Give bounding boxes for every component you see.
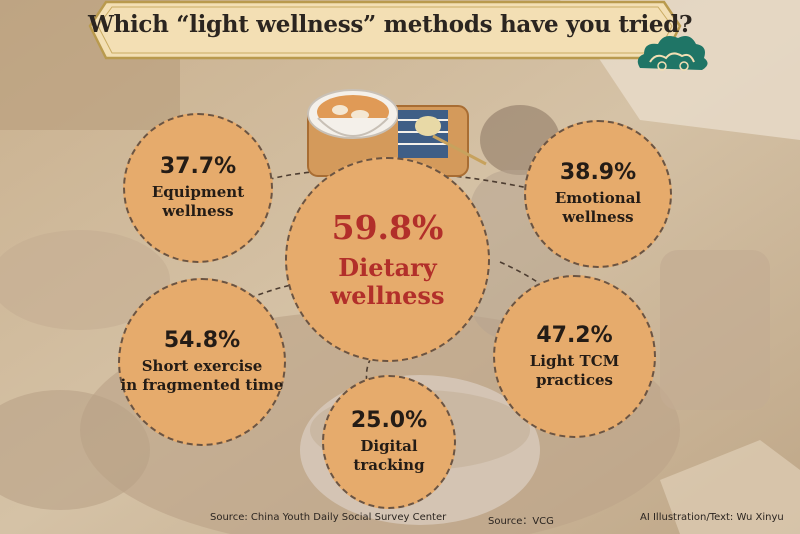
soup-bowl-icon — [307, 89, 487, 177]
dietary-percentage: 59.8% — [331, 207, 444, 247]
title-banner: Which “light wellness” methods have you … — [88, 0, 693, 62]
equipment-percentage: 37.7% — [159, 154, 237, 180]
short-exercise-label: Short exercise in fragmented time — [120, 357, 284, 395]
bubble-emotional: 38.9% Emotional wellness — [524, 120, 672, 268]
bubble-dietary: 59.8% Dietary wellness — [285, 157, 490, 362]
footer-image-source: Source：VCG — [488, 516, 554, 527]
tcm-label: Light TCM practices — [529, 351, 620, 389]
bubble-short-exercise: 54.8% Short exercise in fragmented time — [118, 278, 286, 446]
emotional-percentage: 38.9% — [559, 160, 637, 186]
bubble-tcm: 47.2% Light TCM practices — [493, 275, 656, 438]
page-title: Which “light wellness” methods have you … — [88, 11, 693, 38]
bubble-equipment: 37.7% Equipment wellness — [123, 113, 273, 263]
emotional-label: Emotional wellness — [554, 189, 642, 227]
footer-credit: AI Illustration/Text: Wu Xinyu — [640, 512, 784, 523]
digital-percentage: 25.0% — [350, 408, 428, 434]
dietary-label: Dietary wellness — [330, 253, 445, 310]
cloud-icon — [637, 36, 708, 71]
digital-label: Digital tracking — [353, 437, 425, 475]
tcm-percentage: 47.2% — [536, 322, 613, 348]
equipment-label: Equipment wellness — [151, 183, 245, 221]
short-exercise-percentage: 54.8% — [163, 328, 241, 354]
footer-source: Source: China Youth Daily Social Survey … — [210, 512, 447, 523]
bubble-digital: 25.0% Digital tracking — [322, 375, 456, 509]
